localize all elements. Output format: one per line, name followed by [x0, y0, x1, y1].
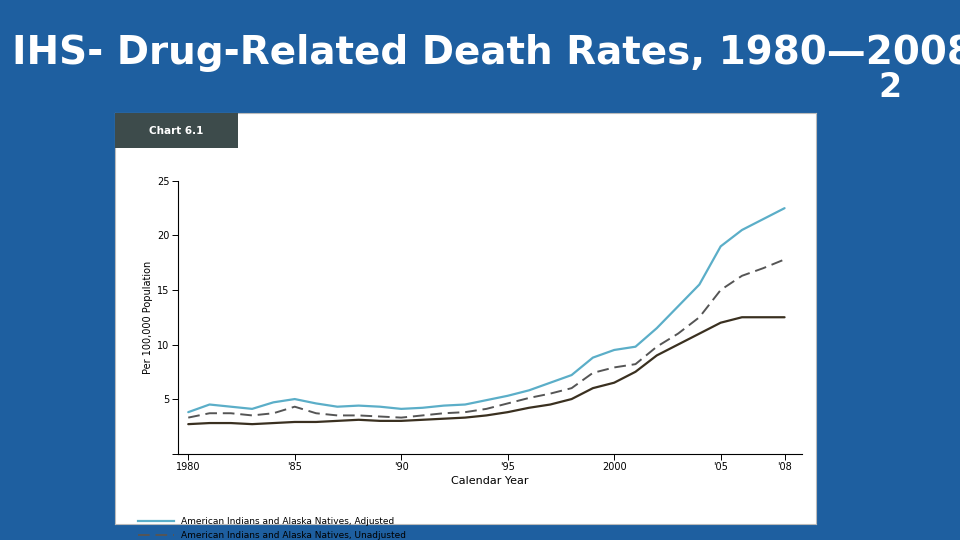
Y-axis label: Per 100,000 Population: Per 100,000 Population [143, 261, 153, 374]
X-axis label: Calendar Year: Calendar Year [451, 476, 528, 486]
Legend: American Indians and Alaska Natives, Adjusted, American Indians and Alaska Nativ: American Indians and Alaska Natives, Adj… [133, 514, 410, 540]
Text: 2: 2 [878, 71, 902, 104]
Text: Chart 6.1: Chart 6.1 [150, 126, 204, 136]
Text: Age-Adjusted Drug-Related Death Rates: Age-Adjusted Drug-Related Death Rates [348, 124, 614, 138]
Text: IHS- Drug-Related Death Rates, 1980—2008: IHS- Drug-Related Death Rates, 1980—2008 [12, 34, 960, 72]
Bar [115, 113, 238, 148]
